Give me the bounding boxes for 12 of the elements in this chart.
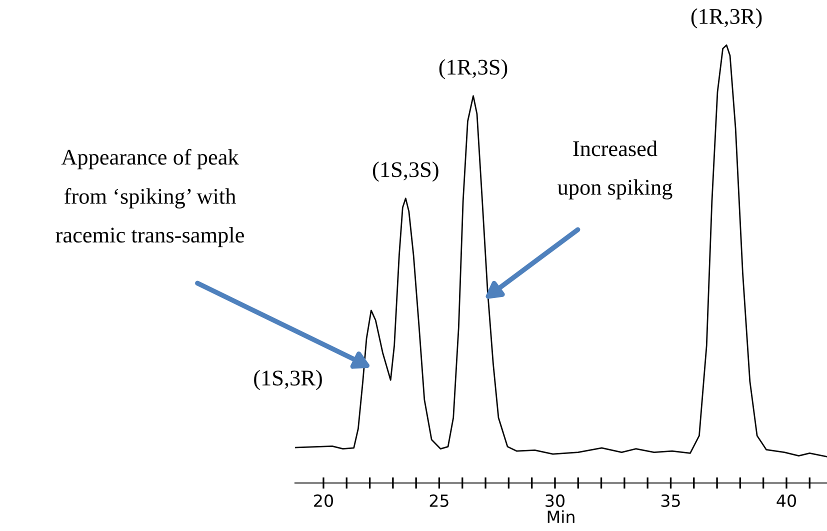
x-axis-title: Min	[548, 510, 574, 523]
annotation: (1S,3S)	[372, 162, 438, 182]
annotation: Increased upon spiking	[558, 140, 672, 200]
annotation: (1S,3R)	[254, 370, 322, 390]
x-tick-label: 20	[314, 494, 333, 508]
x-tick-label: 35	[661, 494, 680, 508]
x-tick-label: 40	[776, 494, 796, 508]
text: Appearance of peak from ‘spiking’ with racemic trans-sample	[56, 148, 244, 248]
annotation: (1R,3R)	[691, 8, 762, 28]
x-tick-label: 25	[430, 494, 448, 508]
annotation: (1R,3S)	[439, 59, 508, 80]
x-tick-label: 30	[546, 494, 564, 508]
